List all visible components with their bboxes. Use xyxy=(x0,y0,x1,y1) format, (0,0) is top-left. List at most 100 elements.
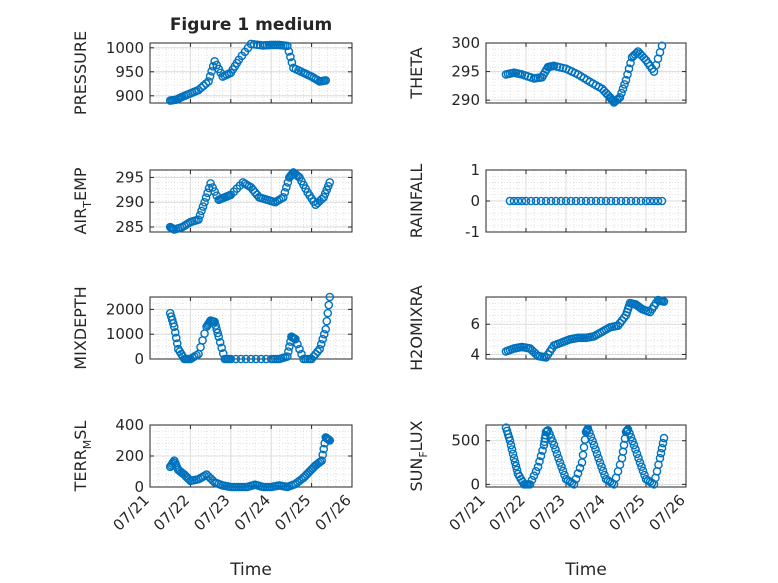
y-axis-label: RAINFALL xyxy=(407,164,426,239)
data-point xyxy=(284,347,293,356)
data-point xyxy=(509,453,519,463)
data-point xyxy=(631,445,640,454)
data-point xyxy=(506,440,516,450)
data-point xyxy=(170,328,180,337)
data-point xyxy=(546,196,556,206)
x-tick-label: 07/22 xyxy=(486,491,529,534)
y-tick-label: 1 xyxy=(470,161,480,179)
axes-box xyxy=(149,296,353,360)
data-point xyxy=(171,333,181,343)
x-tick-label: 07/21 xyxy=(110,491,153,534)
data-point xyxy=(659,433,669,443)
data-point xyxy=(628,436,637,446)
data-point xyxy=(322,316,332,326)
x-tick-label: 07/23 xyxy=(526,491,569,534)
data-point xyxy=(566,196,576,206)
data-point xyxy=(581,196,591,206)
data-point xyxy=(626,432,636,442)
data-point xyxy=(325,436,335,445)
y-tick-label: 1000 xyxy=(106,325,144,343)
data-point xyxy=(634,453,643,463)
data-point xyxy=(208,183,217,192)
data-point xyxy=(286,52,295,62)
data-point xyxy=(205,72,215,81)
data-point xyxy=(555,458,565,467)
figure-title: Figure 1 medium xyxy=(170,15,332,35)
data-point xyxy=(287,58,297,67)
data-point xyxy=(279,192,288,202)
axes-box xyxy=(149,169,353,233)
data-point xyxy=(241,354,251,364)
data-point xyxy=(571,474,581,484)
data-point xyxy=(617,88,626,98)
data-point xyxy=(321,324,331,334)
data-point xyxy=(200,197,209,207)
data-point xyxy=(325,178,335,187)
y-tick-label: 290 xyxy=(451,91,480,109)
data-point xyxy=(199,81,208,91)
data-point xyxy=(319,444,329,454)
data-point xyxy=(313,347,322,356)
data-point xyxy=(616,196,626,206)
y-tick-label: 295 xyxy=(451,63,480,81)
y-tick-label: 0 xyxy=(134,350,144,368)
data-point xyxy=(210,187,219,196)
data-point xyxy=(323,308,333,318)
data-point xyxy=(206,179,215,188)
data-point xyxy=(527,475,537,485)
data-point xyxy=(236,354,246,364)
y-tick-label: 900 xyxy=(115,87,144,105)
data-point xyxy=(615,92,625,102)
x-tick-label: 07/26 xyxy=(312,491,355,534)
data-point xyxy=(319,329,329,339)
subplot-theta: 290 295 300 THETA xyxy=(407,34,687,109)
data-point xyxy=(517,196,527,206)
data-point xyxy=(549,440,559,450)
data-point xyxy=(597,462,606,471)
data-point xyxy=(226,354,236,364)
data-point xyxy=(561,196,571,206)
data-point xyxy=(318,334,328,344)
data-point xyxy=(531,466,541,476)
data-point xyxy=(552,449,562,459)
axes-box xyxy=(485,42,687,104)
data-point xyxy=(618,84,628,94)
y-tick-label: 285 xyxy=(115,218,144,236)
data-point xyxy=(607,478,617,488)
y-tick-label: 290 xyxy=(115,193,144,211)
data-point xyxy=(591,445,600,454)
y-tick-label: 0 xyxy=(470,475,480,493)
data-point xyxy=(656,448,666,458)
y-tick-label: 1000 xyxy=(106,39,144,57)
x-tick-label: 07/22 xyxy=(150,491,193,534)
data-point xyxy=(197,206,206,216)
data-point xyxy=(210,317,219,327)
data-point xyxy=(291,334,300,344)
data-point xyxy=(649,196,659,206)
data-point xyxy=(624,64,634,74)
data-point xyxy=(551,445,560,454)
data-point xyxy=(285,342,294,351)
data-point xyxy=(283,41,292,51)
y-tick-label: 0 xyxy=(470,192,480,210)
data-point xyxy=(576,196,586,206)
data-point xyxy=(592,449,602,459)
data-point xyxy=(201,79,211,88)
y-axis-label: AIRTEMP xyxy=(71,167,94,234)
data-point xyxy=(280,188,290,197)
data-point xyxy=(571,196,581,206)
data-point xyxy=(586,432,596,442)
data-point xyxy=(589,440,599,450)
data-point xyxy=(583,424,593,433)
data-point xyxy=(196,83,206,93)
axes-box xyxy=(485,296,687,360)
data-point xyxy=(557,462,566,471)
data-point xyxy=(629,440,639,450)
y-tick-label: 950 xyxy=(115,63,144,81)
y-tick-label: 300 xyxy=(451,34,480,52)
subplot-air-temp: 285 290 295 AIRTEMP xyxy=(71,167,353,236)
data-point xyxy=(623,425,633,434)
data-point xyxy=(596,196,606,206)
data-point xyxy=(521,196,531,206)
data-point xyxy=(657,443,667,453)
